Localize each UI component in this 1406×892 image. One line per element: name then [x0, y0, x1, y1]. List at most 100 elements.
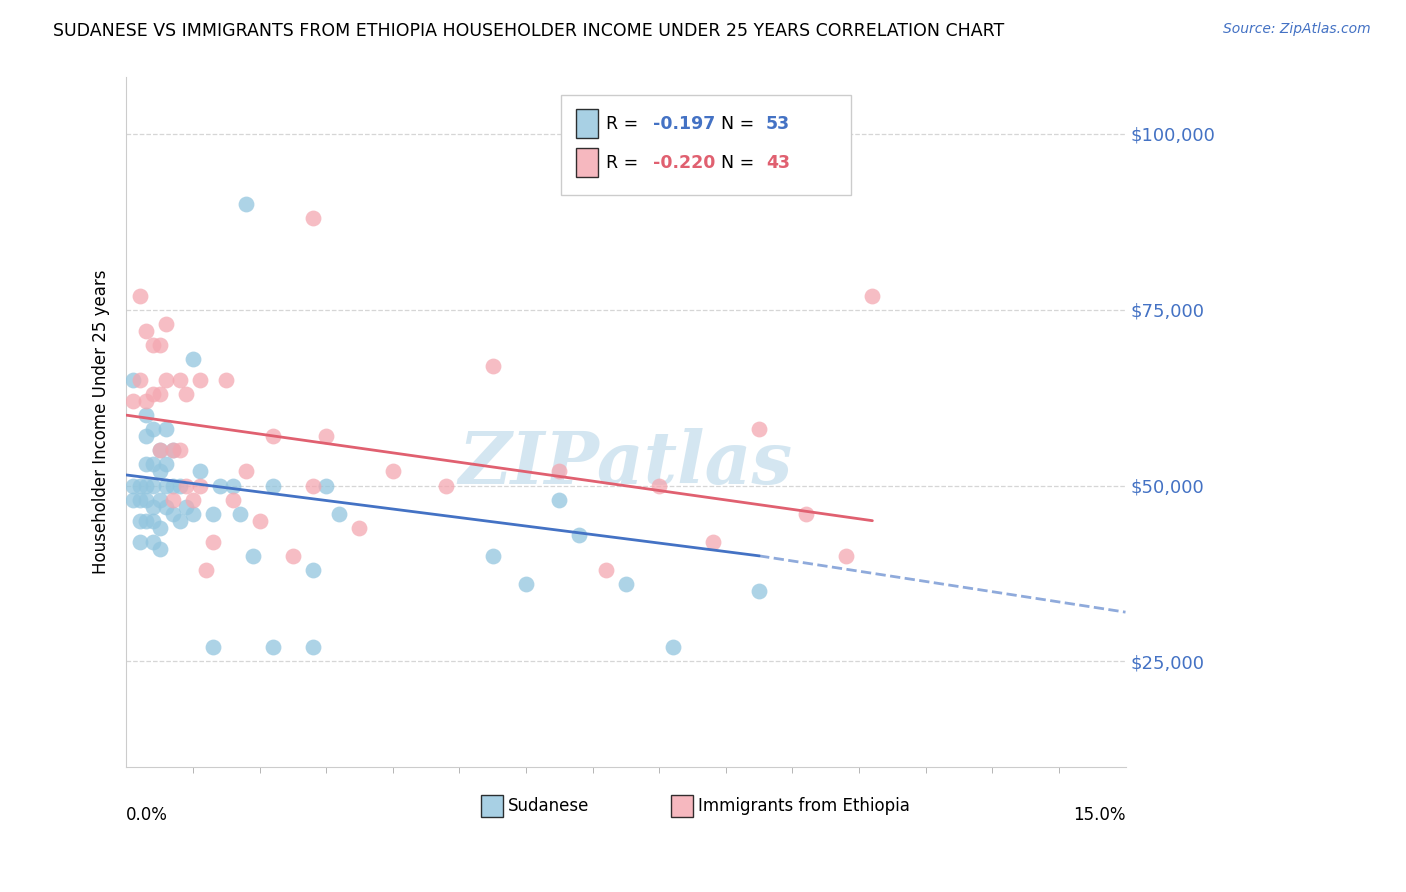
Point	[135, 492, 157, 507]
Point	[215, 373, 238, 387]
Point	[155, 458, 177, 472]
Point	[188, 465, 211, 479]
Point	[242, 549, 264, 563]
Point	[155, 373, 177, 387]
Point	[142, 500, 165, 514]
Point	[181, 492, 204, 507]
Point	[142, 458, 165, 472]
Point	[128, 478, 150, 492]
Point	[169, 478, 191, 492]
Text: 15.0%: 15.0%	[1073, 805, 1126, 823]
Point	[142, 338, 165, 352]
Point	[434, 478, 457, 492]
Text: Sudanese: Sudanese	[508, 797, 589, 815]
Point	[142, 422, 165, 436]
Point	[135, 429, 157, 443]
Point	[174, 478, 197, 492]
Point	[794, 507, 817, 521]
Text: R =: R =	[606, 115, 644, 133]
FancyBboxPatch shape	[671, 795, 693, 817]
Point	[835, 549, 858, 563]
Point	[142, 387, 165, 401]
FancyBboxPatch shape	[561, 95, 851, 194]
Point	[135, 478, 157, 492]
Point	[648, 478, 671, 492]
Point	[301, 563, 323, 577]
Point	[155, 422, 177, 436]
Point	[155, 317, 177, 331]
Point	[135, 514, 157, 528]
Point	[149, 465, 172, 479]
Text: SUDANESE VS IMMIGRANTS FROM ETHIOPIA HOUSEHOLDER INCOME UNDER 25 YEARS CORRELATI: SUDANESE VS IMMIGRANTS FROM ETHIOPIA HOU…	[53, 22, 1005, 40]
Point	[381, 465, 404, 479]
Point	[235, 197, 257, 211]
Point	[149, 443, 172, 458]
Point	[149, 541, 172, 556]
Point	[349, 521, 371, 535]
Point	[222, 478, 245, 492]
Point	[135, 394, 157, 409]
Point	[162, 478, 184, 492]
Point	[142, 534, 165, 549]
Point	[149, 443, 172, 458]
Point	[174, 500, 197, 514]
Point	[169, 373, 191, 387]
Point	[169, 514, 191, 528]
Point	[228, 507, 250, 521]
Point	[155, 478, 177, 492]
Point	[548, 465, 571, 479]
Point	[201, 507, 224, 521]
Point	[315, 478, 337, 492]
Point	[162, 443, 184, 458]
Point	[149, 492, 172, 507]
Y-axis label: Householder Income Under 25 years: Householder Income Under 25 years	[93, 270, 110, 574]
Point	[122, 492, 145, 507]
Point	[128, 288, 150, 302]
Point	[235, 465, 257, 479]
Point	[135, 408, 157, 422]
Point	[315, 429, 337, 443]
Point	[128, 534, 150, 549]
Point	[262, 640, 284, 655]
Point	[301, 211, 323, 226]
Text: Source: ZipAtlas.com: Source: ZipAtlas.com	[1223, 22, 1371, 37]
Text: Immigrants from Ethiopia: Immigrants from Ethiopia	[697, 797, 910, 815]
Point	[122, 373, 145, 387]
Point	[208, 478, 231, 492]
Text: N =: N =	[721, 115, 759, 133]
Point	[128, 373, 150, 387]
Point	[149, 338, 172, 352]
Point	[155, 500, 177, 514]
Point	[301, 478, 323, 492]
Point	[181, 351, 204, 366]
Text: R =: R =	[606, 154, 644, 172]
Point	[142, 514, 165, 528]
Point	[188, 478, 211, 492]
Point	[201, 534, 224, 549]
Point	[281, 549, 304, 563]
Point	[702, 534, 724, 549]
Point	[222, 492, 245, 507]
Point	[135, 458, 157, 472]
Point	[181, 507, 204, 521]
Point	[128, 492, 150, 507]
Text: 0.0%: 0.0%	[127, 805, 169, 823]
Point	[195, 563, 218, 577]
Point	[614, 577, 637, 591]
FancyBboxPatch shape	[576, 109, 598, 138]
Point	[301, 640, 323, 655]
Point	[748, 584, 770, 599]
Point	[162, 443, 184, 458]
Point	[262, 478, 284, 492]
Point	[142, 478, 165, 492]
FancyBboxPatch shape	[576, 148, 598, 178]
Text: 43: 43	[766, 154, 790, 172]
Text: N =: N =	[721, 154, 759, 172]
Point	[481, 549, 503, 563]
Point	[149, 521, 172, 535]
Point	[174, 387, 197, 401]
Point	[128, 514, 150, 528]
Point	[328, 507, 350, 521]
Point	[201, 640, 224, 655]
Point	[135, 324, 157, 338]
